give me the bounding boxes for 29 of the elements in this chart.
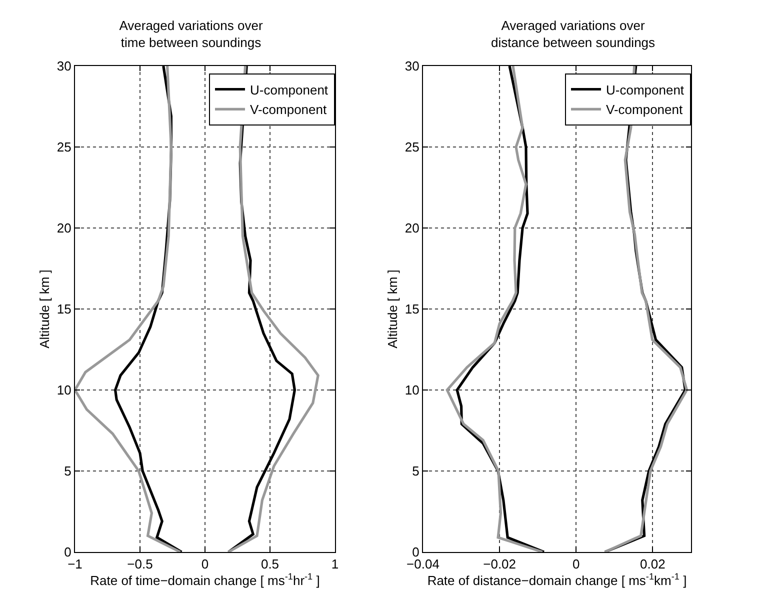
legend-label: V-component [606,102,683,118]
y-tick-label: 30 [56,58,72,74]
chart-title: Averaged variations over time between soundings [119,18,264,50]
x-tick-label: 0 [572,556,580,572]
legend-label: U-component [250,82,328,98]
x-tick-label: 0 [201,556,209,572]
y-tick-label: 10 [404,382,420,398]
x-axis-title: Rate of distance−domain change [ ms$^{-1}$km$^{-1}$ ] [427,572,687,588]
legend-label: V-component [250,102,327,118]
x-tick-label: −0.02 [483,556,516,572]
x-tick-label: 0.02 [640,556,666,572]
y-tick-label: 5 [64,464,72,479]
y-tick-label: 10 [56,382,72,398]
y-tick-label: 25 [56,140,72,155]
x-tick-label: 0.5 [260,556,280,572]
x-tick-label: 1 [331,556,339,572]
y-tick-label: 15 [404,302,420,317]
y-tick-label: 30 [404,58,420,74]
y-tick-label: 20 [404,220,420,236]
chart-title: Averaged variations over distance between soundings [490,18,656,50]
legend-label: U-component [606,82,684,98]
y-tick-label: 25 [404,140,420,155]
x-axis-title: Rate of time−domain change [ ms$^{-1}$hr$^{-1}$ ] [90,572,320,588]
x-tick-label: −0.5 [127,556,153,572]
y-tick-label: 15 [56,302,72,317]
y-axis-title: Altitude [ km ] [384,270,400,348]
y-tick-label: 5 [412,464,420,479]
y-tick-label: 20 [56,220,72,236]
y-axis-title: Altitude [ km ] [36,270,52,348]
